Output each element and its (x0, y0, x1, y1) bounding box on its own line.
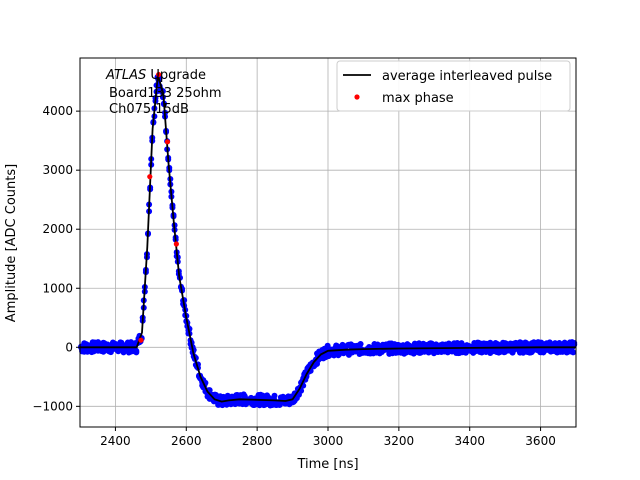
data-point-scatter (570, 349, 577, 356)
annotation-italic: ATLAS (105, 68, 146, 83)
max-phase-point (173, 241, 179, 247)
y-tick-label: 3000 (42, 163, 73, 177)
y-tick-label: 0 (65, 340, 73, 354)
max-phase-point (156, 71, 162, 78)
max-phase-point (138, 337, 144, 343)
data-point-scatter (133, 347, 140, 354)
x-tick-label: 3000 (313, 434, 344, 448)
legend-dot-icon (354, 94, 360, 100)
y-tick-label: 4000 (42, 104, 73, 118)
legend-label-max-phase: max phase (382, 91, 454, 106)
x-tick-label: 2600 (171, 434, 202, 448)
max-phase-point (147, 174, 153, 180)
svg-text:ATLAS Upgrade: ATLAS Upgrade (105, 68, 206, 83)
x-axis-label: Time [ns] (296, 457, 358, 472)
x-tick-label: 3600 (525, 434, 556, 448)
legend-box (336, 60, 571, 112)
x-tick-label: 3200 (384, 434, 415, 448)
data-point-scatter (357, 340, 364, 347)
average-pulse-line (80, 75, 576, 403)
y-axis-label: Amplitude [ADC Counts] (4, 164, 19, 322)
annotation: ATLAS Upgrade Board133 25ohm Ch075 15dB (105, 68, 222, 117)
legend-label-average: average interleaved pulse (382, 69, 552, 84)
data-point-scatter (256, 402, 263, 409)
x-tick-label: 3400 (454, 434, 485, 448)
annotation-line1: Upgrade (146, 68, 206, 83)
y-tick-label: −1000 (32, 399, 73, 413)
annotation-line3: Ch075 15dB (109, 102, 189, 117)
y-tick-label: 1000 (42, 281, 73, 295)
annotation-line2: Board133 25ohm (109, 86, 222, 101)
plot-area: 2400 2600 2800 3000 3200 3400 3600 −1000 0 1000 20… (32, 57, 578, 448)
max-phase-point (164, 139, 171, 145)
y-tick-label: 2000 (42, 222, 73, 236)
legend: average interleaved pulse max phase (336, 60, 571, 112)
data-point-scatter (271, 392, 278, 399)
x-tick-label: 2400 (100, 434, 131, 448)
x-tick-label: 2800 (242, 434, 273, 448)
